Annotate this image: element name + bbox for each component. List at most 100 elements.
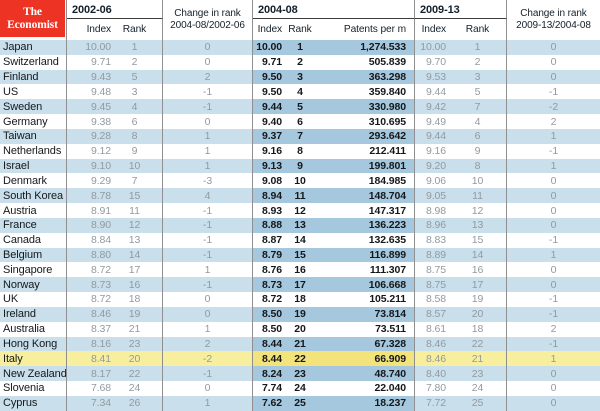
index-2009-13-cell: 8.75 — [425, 263, 446, 276]
index-2004-08-cell: 9.71 — [261, 56, 282, 69]
rank-2002-06-cell: 11 — [119, 203, 163, 218]
table-row: Ireland 8.46 19 0 8.50 19 73.814 8.57 20 -1 — [0, 306, 600, 322]
index-2004-08-cell: 9.50 — [253, 69, 287, 85]
table-row: Netherlands 9.12 9 1 9.16 8 212.411 9.16 9 -1 — [0, 143, 600, 159]
index-2004-08-cell: 9.50 — [261, 85, 282, 98]
index-2004-08-cell: 8.88 — [253, 217, 287, 233]
change-0913-0408-cell: 0 — [550, 41, 557, 54]
table-row: Italy 8.41 20 -2 8.44 22 66.909 8.46 21 1 — [0, 351, 600, 367]
table-row: Canada 8.84 13 -1 8.87 14 132.635 8.83 15 -1 — [0, 232, 600, 248]
index-2004-08-cell: 9.08 — [261, 174, 282, 187]
index-2002-06-cell: 8.72 — [90, 263, 111, 276]
country-cell: South Korea — [0, 188, 67, 204]
index-2004-08-cell: 9.13 — [253, 158, 287, 174]
patents-per-m-cell: 147.317 — [313, 203, 415, 218]
index-2002-06-cell: 9.45 — [90, 100, 111, 113]
patents-per-m-col-header: Patents per m — [313, 19, 415, 40]
rank-2002-06-cell: 13 — [119, 232, 163, 248]
rank-2002-06-cell: 1 — [119, 40, 163, 55]
rank-2004-08-cell: 7 — [287, 128, 313, 144]
rank-2002-06-cell: 22 — [119, 366, 163, 382]
rank-2009-13-cell: 25 — [453, 395, 507, 411]
index-2002-06-cell: 9.12 — [90, 145, 111, 158]
index-2009-13-cell: 8.58 — [425, 293, 446, 306]
change-rank-0913-0408-header: Change in rank 2009-13/2004-08 — [507, 0, 600, 40]
table-row: Germany 9.38 6 0 9.40 6 310.695 9.49 4 2 — [0, 114, 600, 129]
country-cell: Italy — [0, 351, 67, 367]
index-2004-08-cell: 7.74 — [261, 382, 282, 395]
rank-2004-08-cell: 6 — [297, 115, 303, 128]
rank-2002-06-cell: 17 — [119, 262, 163, 278]
rank-2002-06-cell: 23 — [119, 336, 163, 352]
index-2004-08-cell: 8.24 — [253, 366, 287, 382]
country-cell: Canada — [0, 232, 67, 248]
change-0408-0206-cell: 1 — [163, 158, 253, 174]
change-0408-0206-cell: 0 — [163, 306, 253, 322]
index-2002-06-cell: 8.16 — [90, 337, 111, 350]
index-2002-06-cell: 8.80 — [90, 249, 111, 261]
index-2009-13-cell: 8.75 — [425, 278, 446, 291]
country-cell: Denmark — [0, 173, 67, 189]
index-2009-13-cell: 7.72 — [425, 397, 446, 410]
table-row: Japan 10.00 1 0 10.00 1 1,274.533 10.00 1 0 — [0, 40, 600, 55]
change-0913-0408-cell: 0 — [550, 263, 557, 276]
patents-per-m-cell: 73.511 — [313, 321, 415, 337]
rank-2009-13-cell: 11 — [453, 188, 507, 204]
rank-2004-08-cell: 2 — [297, 56, 303, 69]
rank-2002-06-cell: 18 — [119, 292, 163, 307]
rank-2009-13-cell: 20 — [453, 306, 507, 322]
country-cell: Hong Kong — [0, 336, 67, 352]
country-cell: Slovenia — [0, 381, 67, 396]
index-2004-08-cell: 9.40 — [261, 115, 282, 128]
change-0408-0206-cell: 2 — [163, 69, 253, 85]
index-2002-06-cell: 8.41 — [90, 352, 111, 365]
index-2009-13-cell: 8.46 — [425, 337, 446, 350]
table-row: Finland 9.43 5 2 9.50 3 363.298 9.53 3 0 — [0, 69, 600, 85]
country-cell: Cyprus — [0, 395, 67, 411]
patents-per-m-cell: 184.985 — [313, 173, 415, 189]
change-0408-0206-cell: -2 — [163, 351, 253, 367]
change-0913-0408-cell: -2 — [548, 100, 559, 113]
table-row: France 8.90 12 -1 8.88 13 136.223 8.96 13 0 — [0, 217, 600, 233]
change-0913-0408-cell: 1 — [550, 160, 557, 173]
index-2004-08-cell: 8.76 — [261, 263, 282, 276]
change-0913-0408-cell: 0 — [550, 71, 557, 84]
rank-2004-08-cell: 12 — [294, 204, 306, 217]
table-body: Japan 10.00 1 0 10.00 1 1,274.533 10.00 1 0 Switze… — [0, 40, 600, 411]
rank-2009-13-cell: 1 — [453, 40, 507, 55]
index-2002-06-cell: 10.00 — [85, 41, 111, 54]
table-row: Austria 8.91 11 -1 8.93 12 147.317 8.98 12 0 — [0, 203, 600, 218]
table-row: UK 8.72 18 0 8.72 18 105.211 8.58 19 -1 — [0, 292, 600, 307]
change-0408-0206-cell: 0 — [163, 381, 253, 396]
index-2002-06-cell: 9.10 — [90, 160, 111, 173]
table-row: Taiwan 9.28 8 1 9.37 7 293.642 9.44 6 1 — [0, 128, 600, 144]
change-0913-0408-cell: 0 — [550, 278, 557, 291]
index-2002-06-cell: 9.38 — [90, 115, 111, 128]
index-2004-08-cell: 8.94 — [253, 188, 287, 204]
change-0913-0408-cell: 0 — [550, 56, 557, 69]
table-row: South Korea 8.78 15 4 8.94 11 148.704 9.05 11 0 — [0, 188, 600, 204]
rank-2004-08-cell: 1 — [287, 40, 313, 55]
change-0408-0206-cell: -1 — [163, 366, 253, 382]
index-2002-06-cell: 9.29 — [90, 174, 111, 187]
country-cell: Austria — [0, 203, 67, 218]
index-2004-08-cell: 8.79 — [253, 247, 287, 263]
change-0913-0408-cell: 0 — [550, 189, 557, 202]
index-2009-13-cell: 9.06 — [425, 174, 446, 187]
patents-per-m-cell: 330.980 — [313, 99, 415, 115]
rank-2009-13-cell: 10 — [453, 173, 507, 189]
country-cell: Australia — [0, 321, 67, 337]
rank-2004-08-cell: 3 — [287, 69, 313, 85]
index-2004-08-cell: 8.50 — [253, 306, 287, 322]
rank-2002-06-cell: 4 — [119, 99, 163, 115]
table-row: Sweden 9.45 4 -1 9.44 5 330.980 9.42 7 -2 — [0, 99, 600, 115]
index-2004-08-cell: 8.50 — [261, 323, 282, 336]
patents-per-m-cell: 363.298 — [313, 69, 415, 85]
change-0913-0408-cell: 1 — [550, 130, 557, 143]
rank-2002-06-cell: 9 — [119, 143, 163, 159]
rank-2002-06-cell: 2 — [119, 54, 163, 70]
change-0913-0408-cell: 0 — [550, 204, 557, 217]
period-2009-13-header: 2009-13 — [415, 0, 507, 19]
index-2004-08-cell: 8.87 — [261, 234, 282, 247]
